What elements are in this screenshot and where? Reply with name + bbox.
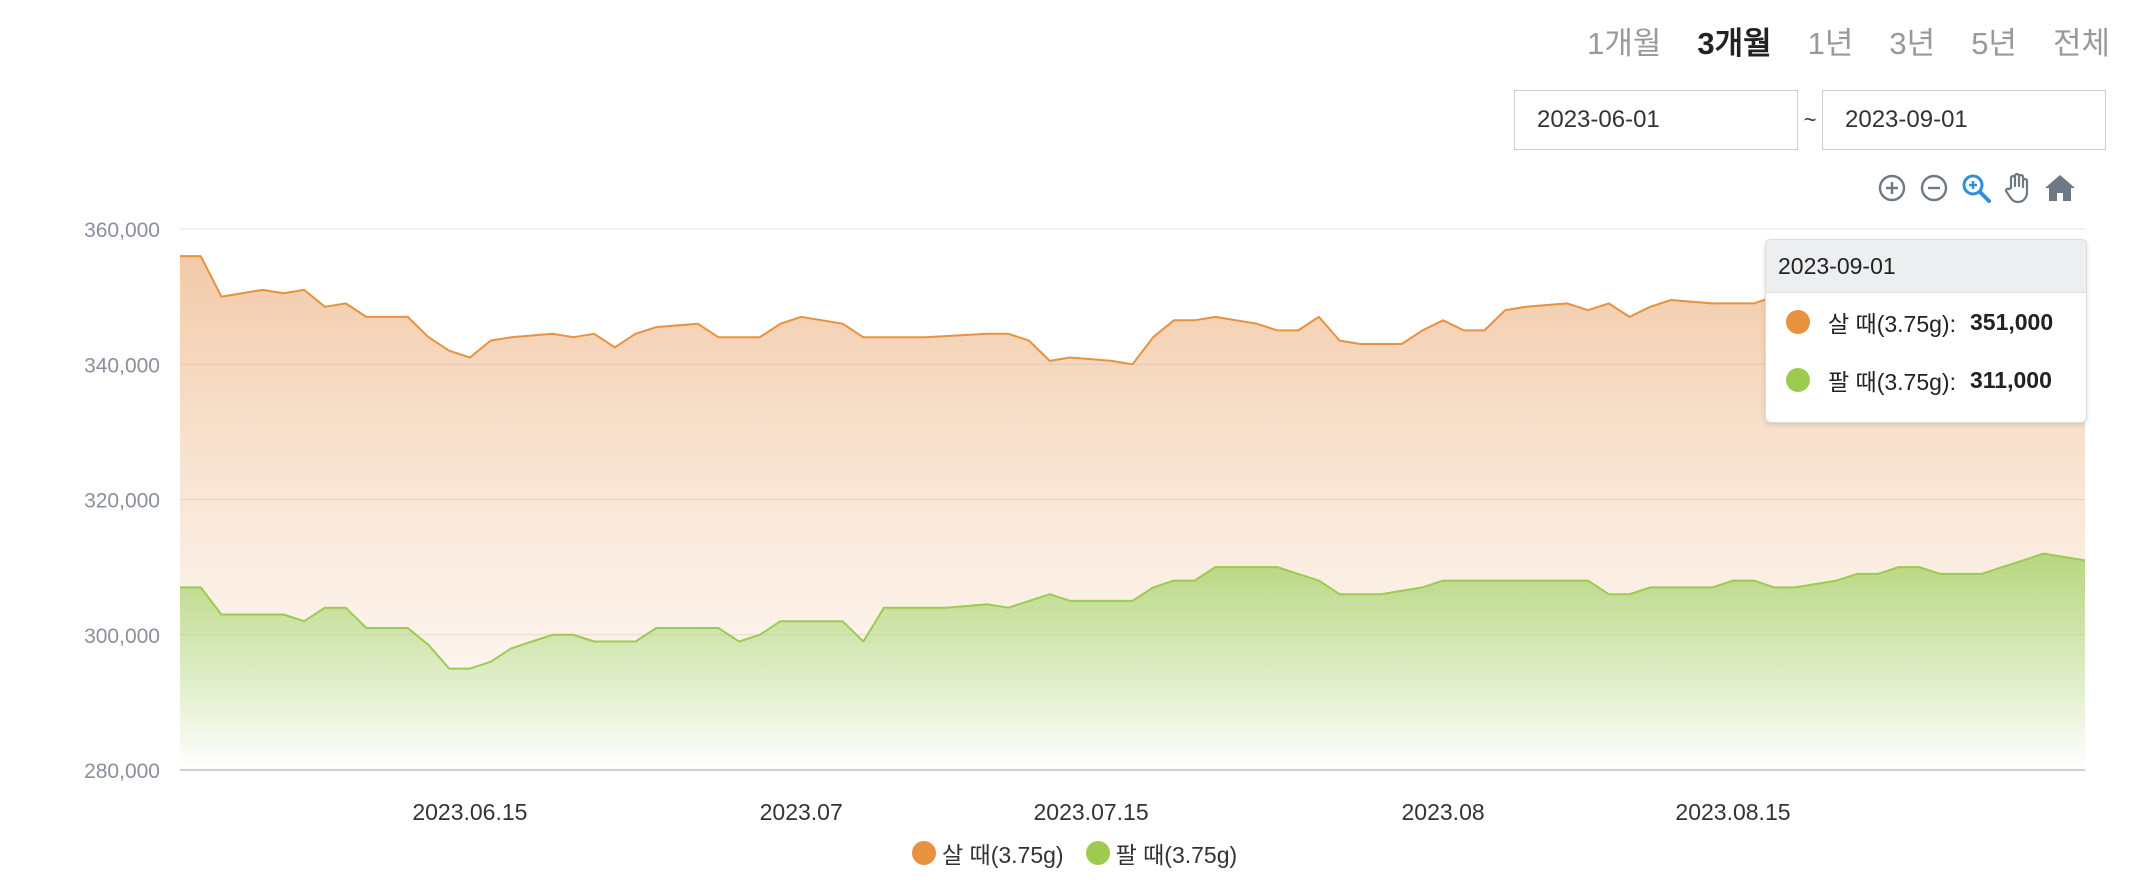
legend-sell-marker <box>1085 841 1110 865</box>
tooltip-sell-value: 311,000 <box>1969 366 2052 393</box>
series-area-sell <box>180 553 2085 770</box>
legend-sell-label: 팔 때(3.75g) <box>1115 842 1238 868</box>
tooltip-row-buy: 살 때(3.75g): 351,000 <box>1766 293 2086 351</box>
legend-buy-marker <box>912 841 936 865</box>
zoom-out-icon[interactable] <box>1918 172 1950 204</box>
range-tab-3m[interactable]: 3개월 <box>1697 26 1772 61</box>
zoom-in-icon[interactable] <box>1876 172 1908 204</box>
y-tick-label: 340,000 <box>84 354 160 377</box>
range-tab-1m[interactable]: 1개월 <box>1587 26 1662 61</box>
range-tab-all[interactable]: 전체 <box>2052 26 2110 61</box>
x-tick-label: 2023.07 <box>760 799 843 825</box>
series-line-buy <box>180 255 2085 366</box>
tooltip-buy-label: 살 때(3.75g): <box>1828 311 1956 337</box>
start-date-input[interactable]: 2023-06-01 <box>1514 90 1798 150</box>
x-tick-label: 2023.07.15 <box>1034 799 1149 825</box>
legend-item-buy[interactable]: 살 때(3.75g) <box>912 836 1064 870</box>
y-tick-label: 320,000 <box>84 490 160 513</box>
sell-series-marker <box>1786 368 1810 392</box>
chart-legend: 살 때(3.75g) 팔 때(3.75g) <box>912 836 1237 870</box>
tooltip-sell-label: 팔 때(3.75g): <box>1828 369 1956 395</box>
reset-home-icon[interactable] <box>2044 172 2076 204</box>
date-separator: ~ <box>1803 107 1817 132</box>
date-range: 2023-06-01 ~ 2023-09-01 <box>1514 90 2106 150</box>
tooltip-buy-value: 351,000 <box>1969 308 2054 335</box>
range-tabs: 1개월 3개월 1년 3년 5년 전체 <box>1587 18 2110 63</box>
selection-zoom-icon[interactable] <box>1960 172 1992 204</box>
y-tick-label: 280,000 <box>84 760 160 783</box>
range-tab-1y[interactable]: 1년 <box>1807 26 1854 61</box>
chart-tooltip: 2023-09-01 살 때(3.75g): 351,000 팔 때(3.75g… <box>1765 239 2087 423</box>
end-date-input[interactable]: 2023-09-01 <box>1822 90 2106 150</box>
y-tick-label: 360,000 <box>84 219 160 242</box>
tooltip-date: 2023-09-01 <box>1766 240 2086 293</box>
y-tick-label: 300,000 <box>84 625 160 648</box>
buy-series-marker <box>1786 310 1810 334</box>
legend-buy-label: 살 때(3.75g) <box>942 842 1064 868</box>
chart-toolbar <box>1876 172 2076 204</box>
range-tab-3y[interactable]: 3년 <box>1889 26 1936 61</box>
range-tab-5y[interactable]: 5년 <box>1971 26 2017 61</box>
x-tick-label: 2023.08 <box>1402 799 1485 825</box>
legend-item-sell[interactable]: 팔 때(3.75g) <box>1085 836 1238 870</box>
tooltip-row-sell: 팔 때(3.75g): 311,000 <box>1766 351 2086 409</box>
x-tick-label: 2023.08.15 <box>1675 799 1790 825</box>
series-line-sell <box>180 552 2086 670</box>
pan-hand-icon[interactable] <box>2002 172 2034 204</box>
x-tick-label: 2023.06.15 <box>412 799 527 825</box>
